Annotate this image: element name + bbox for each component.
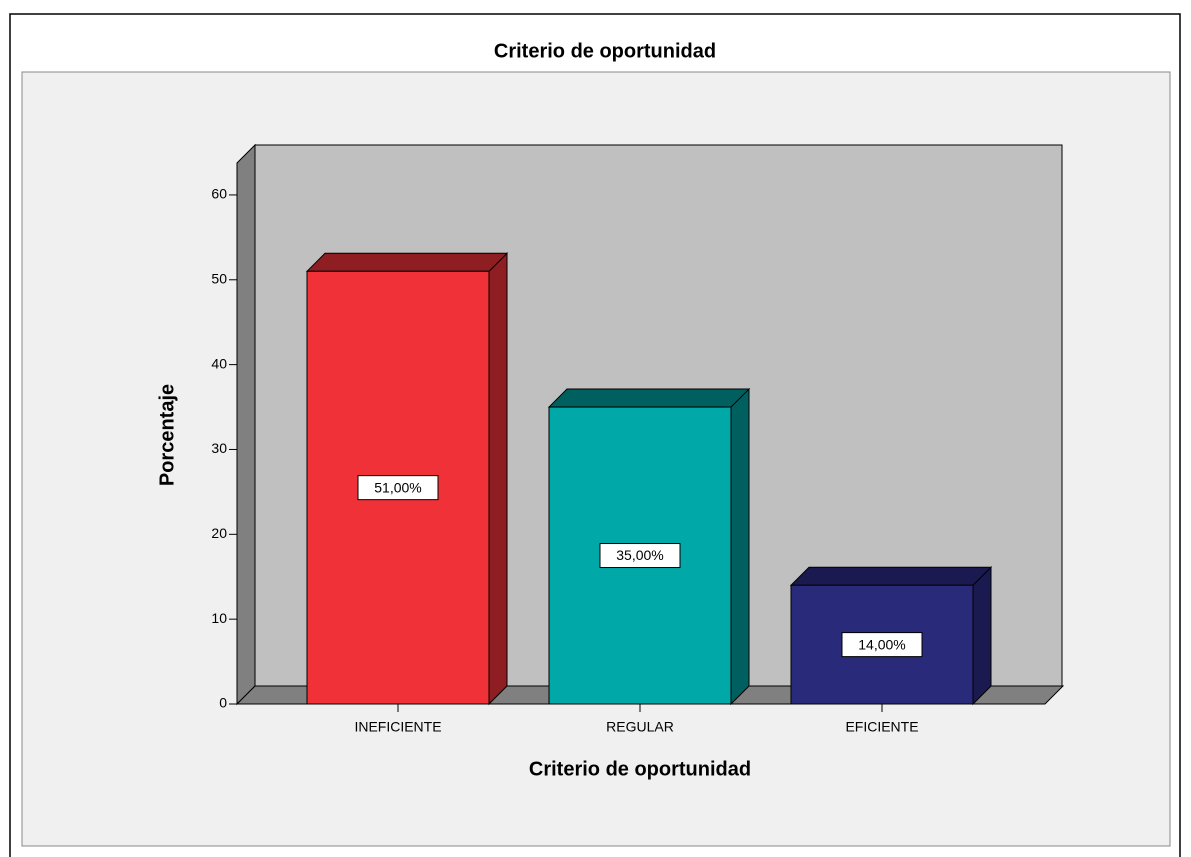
left-wall [236, 143, 256, 706]
x-axis-label: Criterio de oportunidad [529, 758, 751, 780]
y-tick-label: 60 [211, 186, 227, 202]
y-tick-label: 30 [211, 440, 227, 456]
x-tick-label: EFICIENTE [845, 719, 918, 735]
bar-top [547, 388, 751, 408]
y-axis-label: Porcentaje [156, 384, 178, 486]
bar-side [972, 566, 992, 706]
bar-top [789, 566, 993, 586]
bar-side [488, 252, 508, 706]
x-tick-label: REGULAR [606, 719, 674, 735]
value-label-box [599, 543, 681, 569]
value-label-box [357, 475, 439, 501]
y-tick-label: 20 [211, 525, 227, 541]
value-label: 51,00% [374, 479, 421, 495]
y-tick-label: 40 [211, 355, 227, 371]
value-label-box [841, 632, 923, 658]
bar-top [305, 252, 509, 272]
y-tick-label: 0 [219, 695, 227, 711]
value-label: 35,00% [616, 547, 663, 563]
bar-side [730, 387, 750, 706]
y-tick-label: 50 [211, 270, 227, 286]
chart-title: Criterio de oportunidad [494, 40, 716, 62]
x-tick-label: INEFICIENTE [354, 719, 441, 735]
value-label: 14,00% [858, 636, 905, 652]
y-tick-label: 10 [211, 610, 227, 626]
